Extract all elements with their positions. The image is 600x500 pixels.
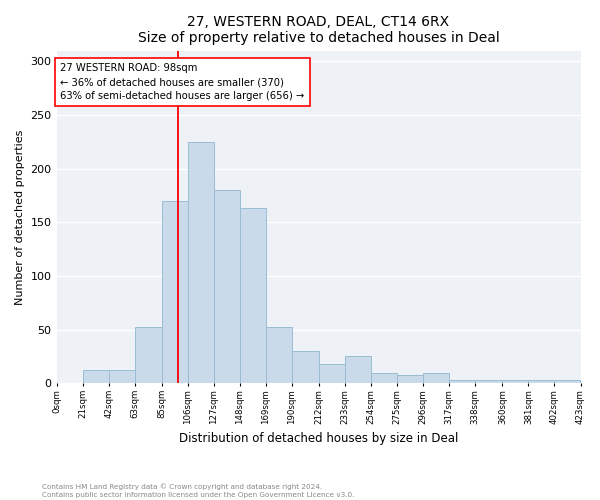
Bar xyxy=(83,370,109,383)
Bar xyxy=(162,201,188,383)
Bar xyxy=(423,372,449,383)
X-axis label: Distribution of detached houses by size in Deal: Distribution of detached houses by size … xyxy=(179,432,458,445)
Bar xyxy=(449,380,475,383)
Bar xyxy=(240,208,266,383)
Bar xyxy=(319,364,345,383)
Bar xyxy=(109,370,134,383)
Title: 27, WESTERN ROAD, DEAL, CT14 6RX
Size of property relative to detached houses in: 27, WESTERN ROAD, DEAL, CT14 6RX Size of… xyxy=(137,15,499,45)
Bar xyxy=(529,380,554,383)
Bar xyxy=(397,374,423,383)
Bar xyxy=(554,380,580,383)
Bar xyxy=(266,328,292,383)
Bar xyxy=(345,356,371,383)
Bar xyxy=(371,372,397,383)
Text: 27 WESTERN ROAD: 98sqm
← 36% of detached houses are smaller (370)
63% of semi-de: 27 WESTERN ROAD: 98sqm ← 36% of detached… xyxy=(60,64,305,102)
Text: Contains HM Land Registry data © Crown copyright and database right 2024.
Contai: Contains HM Land Registry data © Crown c… xyxy=(42,484,355,498)
Bar xyxy=(502,380,529,383)
Bar xyxy=(475,380,502,383)
Bar xyxy=(134,328,162,383)
Bar xyxy=(292,351,319,383)
Bar xyxy=(188,142,214,383)
Y-axis label: Number of detached properties: Number of detached properties xyxy=(15,129,25,304)
Bar xyxy=(214,190,240,383)
